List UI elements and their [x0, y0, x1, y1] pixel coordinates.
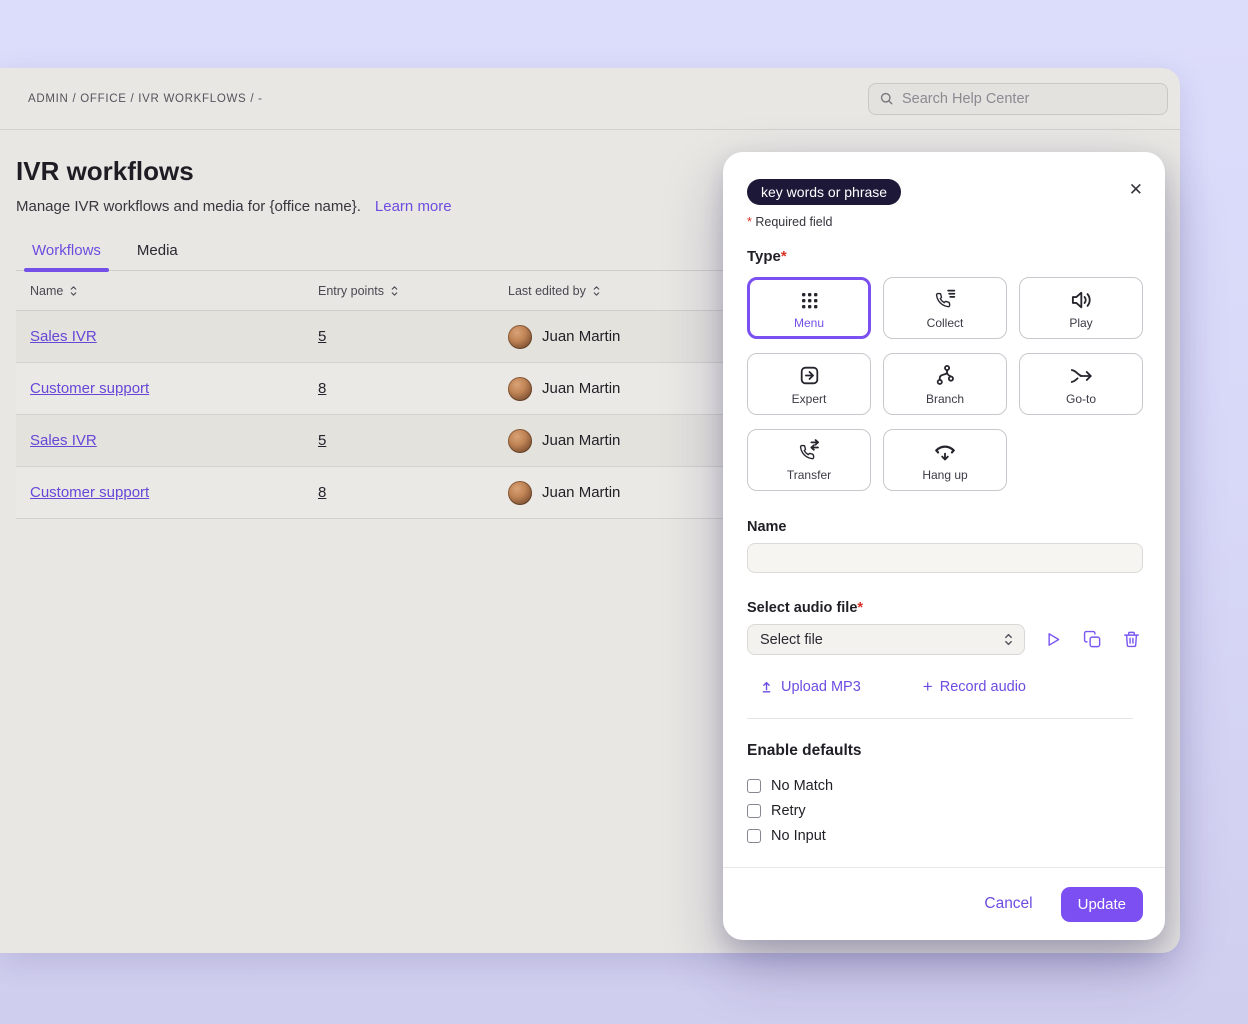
section-divider: [747, 718, 1133, 719]
cancel-button[interactable]: Cancel: [984, 895, 1033, 912]
column-header[interactable]: Last edited by: [508, 284, 751, 298]
type-option-go-to[interactable]: Go-to: [1019, 353, 1143, 415]
keywords-pill: key words or phrase: [747, 179, 902, 205]
branch-icon: [933, 363, 958, 389]
entry-points-link[interactable]: 8: [318, 483, 327, 501]
editor-name: Juan Martin: [542, 328, 621, 345]
card-header: ADMIN / OFFICE / IVR WORKFLOWS / -: [0, 68, 1180, 130]
type-option-hang-up[interactable]: Hang up: [883, 429, 1007, 491]
help-search-box[interactable]: [868, 82, 1168, 115]
table-row[interactable]: Customer support 8 Juan Martin: [16, 363, 751, 415]
defaults-checkbox-list: No Match Retry No Input: [747, 778, 1141, 844]
delete-audio-button[interactable]: [1122, 630, 1141, 649]
type-option-branch[interactable]: Branch: [883, 353, 1007, 415]
entry-points-link[interactable]: 8: [318, 379, 327, 397]
workflow-name-link[interactable]: Customer support: [30, 379, 150, 397]
search-input[interactable]: [902, 90, 1157, 107]
expert-box-arrow-icon: [797, 363, 822, 389]
type-grid: Menu Collect Play Expert Branch Go-to Tr…: [747, 277, 1143, 491]
phone-collect-icon: [933, 287, 958, 313]
required-note: * Required field: [747, 215, 833, 229]
sort-icon: [592, 285, 601, 297]
hang-up-icon: [932, 439, 958, 465]
edit-node-modal: key words or phrase ✕ * Required field T…: [723, 152, 1165, 940]
name-field[interactable]: [747, 543, 1143, 573]
plus-icon: +: [922, 677, 933, 696]
editor-name: Juan Martin: [542, 380, 621, 397]
play-audio-button[interactable]: [1044, 630, 1063, 649]
tab-media[interactable]: Media: [136, 242, 178, 259]
checkbox[interactable]: [747, 829, 761, 843]
select-chevrons-icon: [1002, 632, 1015, 647]
type-label: Type*: [747, 248, 787, 265]
enable-defaults-label: Enable defaults: [747, 742, 862, 759]
entry-points-link[interactable]: 5: [318, 327, 327, 345]
audio-file-label: Select audio file*: [747, 600, 864, 616]
default-checkbox-no-input[interactable]: No Input: [747, 828, 1141, 844]
editor-name: Juan Martin: [542, 432, 621, 449]
workflow-name-link[interactable]: Sales IVR: [30, 431, 97, 449]
type-option-menu[interactable]: Menu: [747, 277, 871, 339]
avatar: [508, 480, 532, 505]
default-checkbox-retry[interactable]: Retry: [747, 803, 1141, 819]
search-icon: [879, 91, 894, 106]
sort-icon: [69, 285, 78, 297]
tabs: Workflows Media: [16, 242, 751, 272]
type-option-transfer[interactable]: Transfer: [747, 429, 871, 491]
speaker-icon: [1068, 287, 1094, 313]
type-option-expert[interactable]: Expert: [747, 353, 871, 415]
column-header[interactable]: Name: [30, 284, 318, 298]
name-label: Name: [747, 519, 787, 535]
duplicate-audio-button[interactable]: [1083, 630, 1102, 649]
learn-more-link[interactable]: Learn more: [374, 198, 452, 215]
avatar: [508, 428, 532, 453]
modal-body: key words or phrase ✕ * Required field T…: [723, 152, 1165, 867]
page-title: IVR workflows: [16, 156, 194, 186]
update-button[interactable]: Update: [1060, 886, 1143, 922]
file-select-dropdown[interactable]: Select file: [747, 624, 1025, 655]
breadcrumb: ADMIN / OFFICE / IVR WORKFLOWS / -: [28, 92, 263, 105]
page-subtitle: Manage IVR workflows and media for {offi…: [16, 198, 361, 215]
workflows-table: Name Entry points Last edited by Sales I…: [16, 271, 751, 519]
phone-transfer-icon: [797, 439, 822, 465]
checkbox[interactable]: [747, 779, 761, 793]
table-body: Sales IVR 5 Juan Martin Customer support…: [16, 311, 751, 519]
avatar: [508, 376, 532, 401]
upload-icon: [759, 679, 774, 694]
modal-footer: Cancel Update: [723, 867, 1165, 940]
table-header: Name Entry points Last edited by: [16, 271, 751, 311]
record-audio-button[interactable]: + Record audio: [922, 677, 1026, 696]
audio-links-row: Upload MP3 + Record audio: [747, 678, 1141, 695]
page-content: IVR workflows Manage IVR workflows and m…: [0, 156, 1180, 519]
table-row[interactable]: Sales IVR 5 Juan Martin: [16, 415, 751, 467]
table-row[interactable]: Sales IVR 5 Juan Martin: [16, 311, 751, 363]
entry-points-link[interactable]: 5: [318, 431, 327, 449]
sort-icon: [390, 285, 399, 297]
goto-merge-arrow-icon: [1068, 363, 1094, 389]
checkbox[interactable]: [747, 804, 761, 818]
dialpad-icon: [797, 287, 821, 313]
type-option-play[interactable]: Play: [1019, 277, 1143, 339]
avatar: [508, 324, 532, 349]
audio-select-row: Select file: [747, 624, 1141, 655]
table-row[interactable]: Customer support 8 Juan Martin: [16, 467, 751, 519]
workflow-name-link[interactable]: Customer support: [30, 483, 150, 501]
type-option-collect[interactable]: Collect: [883, 277, 1007, 339]
close-icon[interactable]: ✕: [1128, 180, 1143, 199]
column-header[interactable]: Entry points: [318, 284, 508, 298]
tab-workflows[interactable]: Workflows: [24, 242, 109, 272]
default-checkbox-no-match[interactable]: No Match: [747, 778, 1141, 794]
upload-mp3-button[interactable]: Upload MP3: [759, 678, 861, 695]
editor-name: Juan Martin: [542, 484, 621, 501]
workflow-name-link[interactable]: Sales IVR: [30, 327, 97, 345]
